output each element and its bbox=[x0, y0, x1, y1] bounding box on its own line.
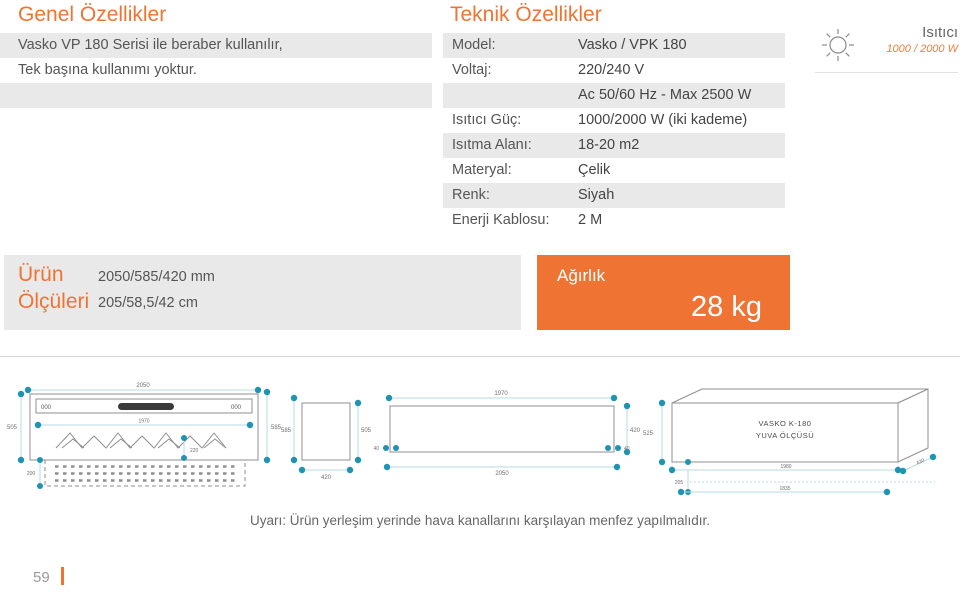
spec-value: Çelik bbox=[578, 162, 611, 178]
dim-plan-top: 1970 bbox=[494, 391, 508, 397]
dim-front-vent: 200 bbox=[27, 471, 36, 477]
spec-label: Voltaj: bbox=[452, 62, 492, 78]
dim-housing-width-inner: 1835 bbox=[779, 486, 790, 492]
sun-icon bbox=[820, 27, 856, 63]
dim-housing-width-outer: 1980 bbox=[780, 464, 791, 470]
spec-label: Isıtma Alanı: bbox=[452, 137, 532, 153]
table-row: Model: Vasko / VPK 180 bbox=[443, 33, 785, 58]
technical-specs-table: Model: Vasko / VPK 180 Voltaj: 220/240 V… bbox=[443, 33, 785, 233]
drawing-housing-view: VASKO K-180 YUVA ÖLÇÜSÜ 525 1980 205 430 bbox=[643, 388, 937, 496]
spec-value: 1000/2000 W (iki kademe) bbox=[578, 112, 748, 128]
dim-front-left-height: 505 bbox=[7, 425, 18, 431]
housing-front-face bbox=[671, 402, 899, 463]
product-dimensions-box: Ürün Ölçüleri 2050/585/420 mm 205/58,5/4… bbox=[4, 255, 521, 330]
general-feature-empty-row bbox=[0, 83, 432, 108]
spec-value: 220/240 V bbox=[578, 62, 645, 78]
housing-label-line2: YUVA ÖLÇÜSÜ bbox=[756, 431, 814, 440]
heater-badge-wattage: 1000 / 2000 W bbox=[886, 43, 958, 55]
front-vent-outline bbox=[44, 459, 246, 487]
dim-housing-height: 525 bbox=[643, 431, 654, 437]
dimensions-cm: 205/58,5/42 cm bbox=[98, 295, 198, 311]
dim-housing-depth: 430 bbox=[916, 458, 926, 467]
drawing-plan-view: 1970 420 40 40 2050 bbox=[373, 391, 640, 477]
technical-drawings: 2050 000 000 1970 220 200 bbox=[7, 383, 937, 496]
spec-label bbox=[443, 83, 578, 108]
general-section-title: Genel Özellikler bbox=[18, 3, 167, 26]
dimensions-mm: 2050/585/420 mm bbox=[98, 269, 215, 285]
badge-divider bbox=[815, 72, 958, 73]
table-row: Enerji Kablosu: 2 M bbox=[443, 208, 785, 233]
spec-label: Model: bbox=[452, 37, 496, 53]
drawing-side-view: 585 505 420 bbox=[281, 394, 372, 481]
page-number-accent-bar bbox=[61, 567, 64, 585]
spec-value: Vasko / VPK 180 bbox=[578, 37, 687, 53]
dim-front-flame: 220 bbox=[190, 448, 199, 454]
dimensions-title: Ürün Ölçüleri bbox=[18, 261, 89, 315]
page-number: 59 bbox=[33, 569, 50, 586]
dim-plan-bottom: 2050 bbox=[495, 471, 509, 477]
front-burner-bar bbox=[118, 403, 174, 410]
front-flames bbox=[55, 432, 227, 449]
dim-front-right-height: 585 bbox=[271, 425, 282, 431]
front-right-mark: 000 bbox=[231, 405, 242, 411]
dim-side-bottom: 420 bbox=[321, 475, 332, 481]
plan-body-outline bbox=[389, 405, 615, 453]
general-feature-line: Vasko VP 180 Serisi ile beraber kullanıl… bbox=[0, 33, 432, 58]
spec-label: Isıtıcı Güç: bbox=[452, 112, 522, 128]
spec-label: Enerji Kablosu: bbox=[452, 212, 550, 228]
warning-note: Uyarı: Ürün yerleşim yerinde hava kanall… bbox=[250, 513, 710, 528]
dim-plan-right: 420 bbox=[630, 428, 641, 434]
drawing-front-view: 2050 000 000 1970 220 200 bbox=[7, 383, 282, 489]
technical-section-title: Teknik Özellikler bbox=[450, 3, 602, 26]
dim-housing-inset: 205 bbox=[675, 480, 684, 486]
spec-value: 18-20 m2 bbox=[578, 137, 640, 153]
table-row: Voltaj: 220/240 V bbox=[443, 58, 785, 83]
dim-front-total-width: 2050 bbox=[136, 383, 150, 389]
general-features-list: Vasko VP 180 Serisi ile beraber kullanıl… bbox=[0, 33, 432, 108]
dimensions-title-line1: Ürün bbox=[18, 263, 64, 286]
table-row: Isıtma Alanı: 18-20 m2 bbox=[443, 133, 785, 158]
front-left-mark: 000 bbox=[41, 405, 52, 411]
spec-value: Siyah bbox=[578, 187, 615, 203]
dim-side-left: 585 bbox=[281, 428, 292, 434]
side-body-outline bbox=[301, 402, 351, 461]
spec-value: Ac 50/60 Hz - Max 2500 W bbox=[578, 87, 752, 103]
dim-plan-corner-left: 40 bbox=[373, 446, 379, 452]
weight-box: Ağırlık 28 kg bbox=[537, 255, 790, 330]
page-divider bbox=[0, 356, 960, 357]
housing-label-line1: VASKO K-180 bbox=[759, 419, 812, 428]
housing-top-face bbox=[671, 388, 929, 404]
spec-value: 2 M bbox=[578, 212, 603, 228]
dimensions-title-line2: Ölçüleri bbox=[18, 290, 90, 313]
dim-plan-corner-right: 40 bbox=[624, 446, 630, 452]
general-feature-line: Tek başına kullanımı yoktur. bbox=[18, 62, 197, 78]
spec-label: Renk: bbox=[452, 187, 490, 203]
weight-value: 28 kg bbox=[691, 291, 762, 323]
heater-badge-label: Isıtıcı bbox=[922, 24, 958, 41]
table-row: Ac 50/60 Hz - Max 2500 W bbox=[443, 83, 785, 108]
spec-label: Materyal: bbox=[452, 162, 512, 178]
dim-front-inner-width: 1970 bbox=[138, 419, 149, 425]
table-row: Isıtıcı Güç: 1000/2000 W (iki kademe) bbox=[443, 108, 785, 133]
table-row: Materyal: Çelik bbox=[443, 158, 785, 183]
dim-side-right: 505 bbox=[361, 428, 372, 434]
weight-label: Ağırlık bbox=[557, 266, 606, 285]
table-row: Renk: Siyah bbox=[443, 183, 785, 208]
heater-badge: Isıtıcı 1000 / 2000 W bbox=[815, 24, 958, 56]
